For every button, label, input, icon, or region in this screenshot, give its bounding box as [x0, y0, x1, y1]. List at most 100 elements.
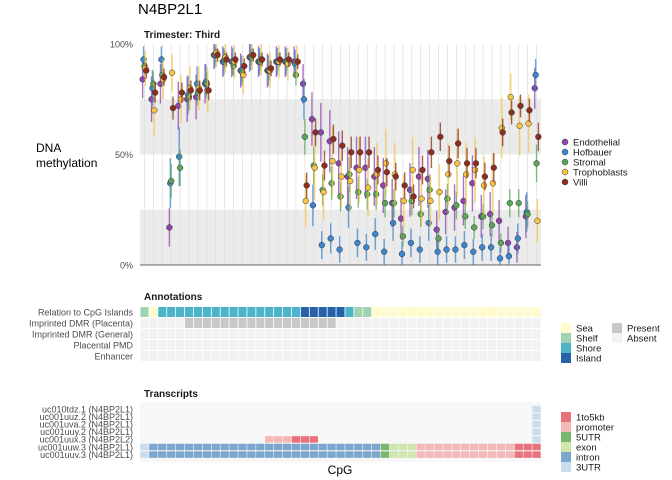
transcript-cell-intron: [238, 451, 247, 458]
legend-key-shelf: [561, 333, 571, 343]
annotation-cell: [256, 351, 265, 361]
point: [250, 51, 257, 59]
transcript-cell-promoter: [416, 451, 425, 458]
point: [487, 244, 495, 251]
annotation-cell: [238, 307, 247, 317]
transcript-cell-intron: [300, 451, 310, 458]
point: [462, 213, 469, 220]
point: [336, 246, 343, 253]
annotation-cell: [354, 318, 363, 328]
transcript-cell-intron: [229, 451, 238, 458]
annotation-cell: [514, 307, 523, 317]
point: [506, 199, 513, 207]
annotation-cell: [220, 307, 229, 317]
transcript-cell-intron: [175, 443, 185, 451]
annotation-cell: [318, 351, 327, 361]
legend-key-3utr: [561, 462, 571, 472]
transcript-cell-intron: [318, 443, 327, 451]
annotation-cell: [434, 307, 443, 317]
annotation-cell: [381, 318, 390, 328]
annotation-cell: [202, 307, 211, 317]
annotation-cell: [247, 340, 256, 350]
annotation-cell: [256, 318, 265, 328]
transcript-cell-1to5kb: [291, 436, 301, 443]
annotation-cell: [514, 340, 523, 350]
annotation-cell: [434, 351, 443, 361]
annotation-cell: [496, 329, 505, 339]
point: [176, 153, 183, 160]
annotation-cell: [167, 351, 176, 361]
point: [480, 182, 488, 189]
annotation-cell: [211, 340, 220, 350]
transcript-cell-intron: [265, 443, 274, 451]
annotation-cell: [523, 329, 532, 339]
annotation-cell: [238, 329, 247, 339]
annotation-cell: [184, 329, 194, 339]
cell-type-legend: EndothelialHofbauerStromalTrophoblastsVi…: [561, 138, 628, 189]
annotation-cell: [176, 340, 185, 350]
annotation-cell: [487, 329, 497, 339]
transcript-cell-5utr: [380, 443, 390, 451]
point: [454, 160, 461, 167]
transcript-cell-5utr: [380, 451, 390, 458]
transcript-cell-intron: [363, 443, 372, 451]
annotation-cell: [256, 340, 265, 350]
annotation-cell: [345, 340, 354, 350]
annotation-cell: [176, 351, 185, 361]
point: [505, 253, 513, 260]
legend-label: Hofbauer: [573, 148, 612, 159]
legend-key-promoter: [561, 422, 571, 432]
point: [508, 109, 515, 116]
annotation-cell: [149, 329, 158, 339]
annotation-cell: [220, 318, 229, 328]
point: [444, 195, 451, 202]
annotation-cell: [443, 329, 452, 339]
transcript-cell-1to5kb: [532, 451, 541, 458]
transcript-cell-exon: [389, 451, 399, 458]
point: [417, 211, 424, 218]
annotation-cell: [487, 351, 497, 361]
legend-key-1to5kb: [561, 412, 571, 422]
annotation-cell: [291, 340, 300, 350]
annotation-cell: [434, 329, 443, 339]
point: [301, 133, 309, 140]
point: [399, 233, 407, 240]
legend-label: Stromal: [573, 158, 606, 169]
point: [160, 74, 168, 81]
point: [392, 173, 399, 180]
transcript-cell-exon: [407, 443, 416, 451]
point: [330, 135, 337, 143]
annotation-cell: [291, 329, 300, 339]
legend-key-intron: [561, 452, 571, 462]
transcript-cell-promoter: [443, 443, 452, 451]
transcript-cell-1to5kb: [523, 451, 532, 458]
annotation-cell: [461, 340, 470, 350]
point: [426, 186, 433, 194]
annotation-cell: [389, 318, 399, 328]
annotation-cell: [398, 329, 407, 339]
annotation-cell: [274, 340, 283, 350]
annotation-cell: [496, 340, 505, 350]
point: [416, 246, 423, 253]
point: [504, 239, 512, 247]
point: [372, 191, 380, 198]
point: [479, 244, 486, 251]
annotation-cell: [140, 351, 149, 361]
transcript-cell-promoter: [452, 451, 461, 458]
annotation-cell: [336, 340, 345, 350]
annotation-row-label: Imprinted DMR (General): [32, 330, 133, 340]
annotation-cell: [416, 351, 425, 361]
annotation-cell: [461, 307, 470, 317]
annotation-cell: [309, 318, 318, 328]
point: [267, 65, 275, 72]
transcript-cell-3utr: [532, 428, 541, 436]
annotation-cell: [247, 318, 256, 328]
transcript-cell-promoter: [434, 451, 443, 458]
legend-label: Absent: [627, 334, 657, 345]
annotation-cell: [282, 351, 292, 361]
transcript-cell-intron: [336, 443, 345, 451]
annotation-cell: [407, 340, 416, 350]
point: [320, 188, 327, 196]
point: [327, 235, 334, 242]
annotation-cell: [479, 329, 488, 339]
